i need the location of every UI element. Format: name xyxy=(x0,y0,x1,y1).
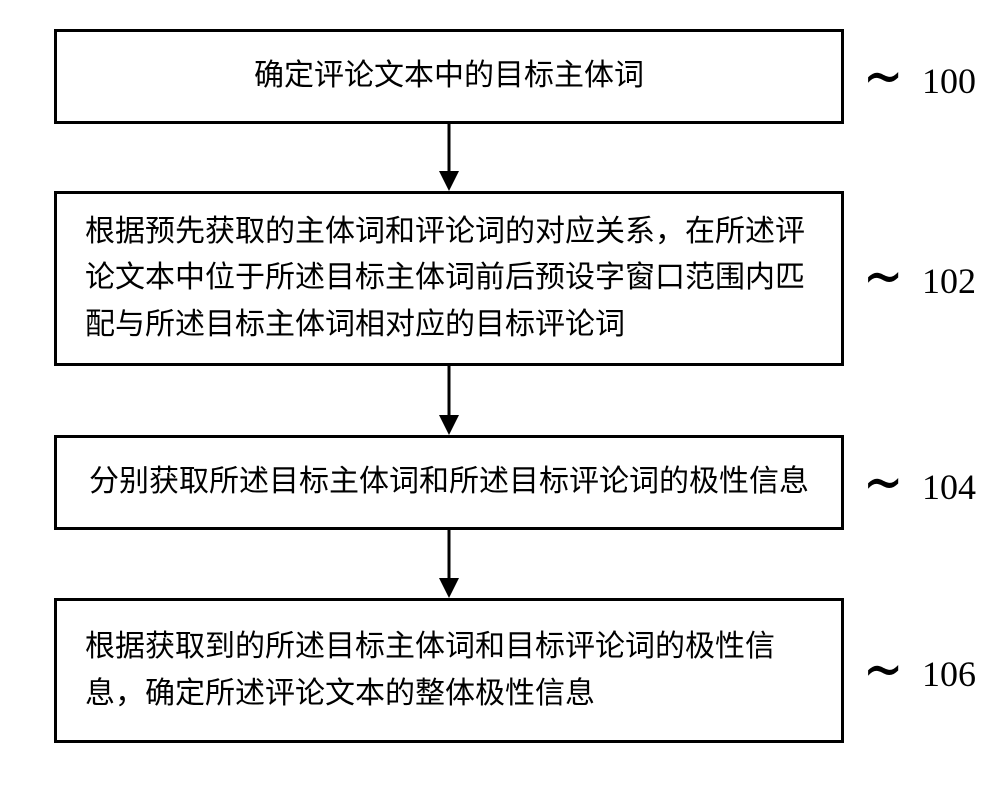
flowchart-canvas: 确定评论文本中的目标主体词 ∼ 100 根据预先获取的主体词和评论词的对应关系，… xyxy=(0,0,1000,809)
flow-node-100-label: 100 xyxy=(922,60,976,102)
flow-node-104-text: 分别获取所述目标主体词和所述目标评论词的极性信息 xyxy=(89,459,809,506)
flow-node-102: 根据预先获取的主体词和评论词的对应关系，在所述评论文本中位于所述目标主体词前后预… xyxy=(54,191,844,366)
arrow-104-106 xyxy=(0,530,1000,598)
flow-node-106-label: 106 xyxy=(922,653,976,695)
tilde-icon: ∼ xyxy=(863,633,903,706)
flow-node-104-label: 104 xyxy=(922,466,976,508)
flow-node-100: 确定评论文本中的目标主体词 xyxy=(54,29,844,124)
arrow-100-102 xyxy=(0,124,1000,191)
flow-node-100-text: 确定评论文本中的目标主体词 xyxy=(254,53,644,100)
flow-node-104: 分别获取所述目标主体词和所述目标评论词的极性信息 xyxy=(54,435,844,530)
flow-node-106: 根据获取到的所述目标主体词和目标评论词的极性信息，确定所述评论文本的整体极性信息 xyxy=(54,598,844,743)
flow-node-102-label: 102 xyxy=(922,260,976,302)
arrow-102-104 xyxy=(0,366,1000,435)
tilde-icon: ∼ xyxy=(863,240,903,313)
flow-node-102-text: 根据预先获取的主体词和评论词的对应关系，在所述评论文本中位于所述目标主体词前后预… xyxy=(85,209,813,349)
flow-node-106-text: 根据获取到的所述目标主体词和目标评论词的极性信息，确定所述评论文本的整体极性信息 xyxy=(85,624,813,717)
tilde-icon: ∼ xyxy=(863,40,903,113)
tilde-icon: ∼ xyxy=(863,446,903,519)
